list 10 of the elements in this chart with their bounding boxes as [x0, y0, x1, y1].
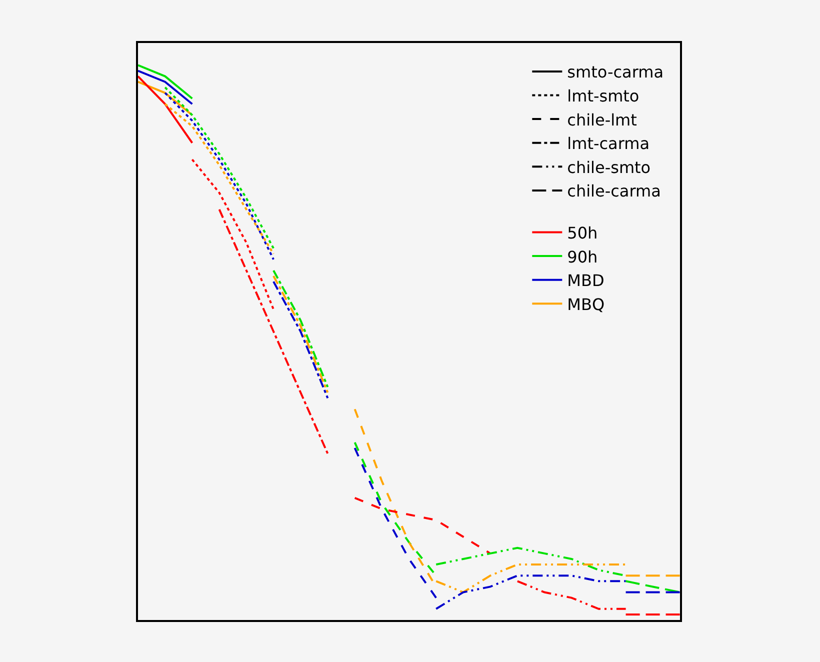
legend-label: chile-carma: [567, 182, 661, 201]
legend-label: MBD: [567, 271, 604, 290]
legend-label: chile-smto: [567, 158, 651, 177]
legend-label: MBQ: [567, 294, 605, 314]
legend-label: chile-lmt: [567, 110, 637, 130]
legend-label: lmt-carma: [567, 134, 650, 154]
legend-label: 90h: [567, 247, 598, 266]
legend-label: 50h: [567, 223, 598, 242]
legend-label: lmt-smto: [567, 86, 640, 106]
legend-label: smto-carma: [567, 62, 664, 82]
